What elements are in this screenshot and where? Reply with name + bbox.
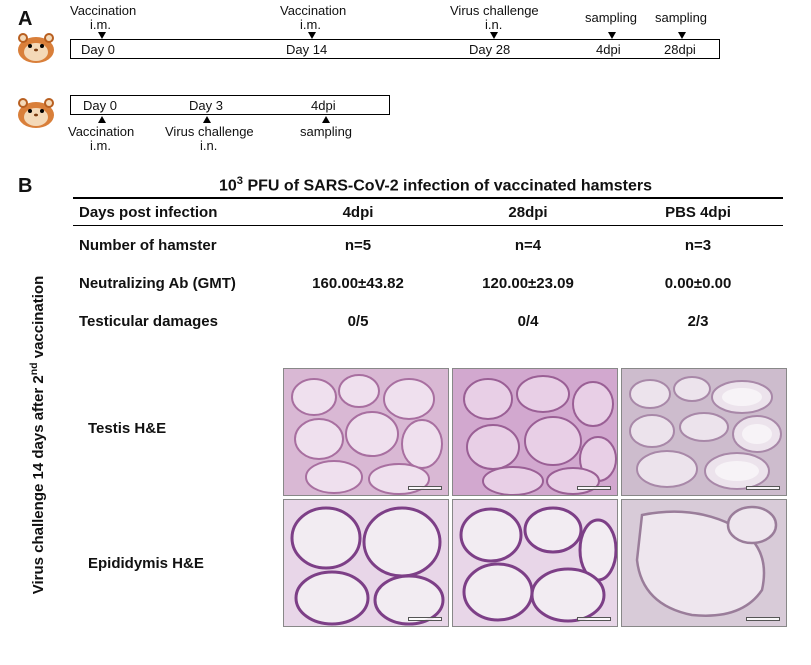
hamster-icon	[15, 93, 57, 129]
timeline-bar: Day 0 Day 14 Day 28 4dpi 28dpi	[70, 39, 720, 59]
histology-icon	[622, 369, 787, 496]
histology-grid	[283, 368, 787, 627]
row2-c3: 2/3	[613, 313, 783, 330]
arrow-up-icon	[322, 116, 330, 123]
vlabel-sup: nd	[28, 362, 40, 375]
arrow-up-icon	[98, 116, 106, 123]
scalebar-icon	[746, 617, 780, 621]
hdr-col3: PBS 4dpi	[613, 204, 783, 221]
row2-c1: 0/5	[273, 313, 443, 330]
tl1-day3: 4dpi	[596, 42, 621, 57]
row1-c2: 120.00±23.09	[443, 275, 613, 292]
arrow-down-icon	[678, 32, 686, 39]
hdr-col2: 28dpi	[443, 204, 613, 221]
tl2-ev2-b1: sampling	[300, 125, 352, 139]
hdr-col0: Days post infection	[73, 204, 273, 221]
panel-b: 103 PFU of SARS-CoV-2 infection of vacci…	[18, 175, 793, 340]
scalebar-icon	[408, 486, 442, 490]
arrow-down-icon	[608, 32, 616, 39]
row1-c1: 160.00±43.82	[273, 275, 443, 292]
table-row: Neutralizing Ab (GMT) 160.00±43.82 120.0…	[73, 264, 783, 302]
row2-label: Testicular damages	[73, 313, 273, 330]
tl1-day4: 28dpi	[664, 42, 696, 57]
hamster-icon	[15, 28, 57, 64]
tl2-ev0-b2: i.m.	[90, 139, 111, 153]
scalebar-icon	[577, 486, 611, 490]
tl1-ev0-l2: i.m.	[90, 18, 111, 32]
hdr-col1: 4dpi	[273, 204, 443, 221]
panel-b-title: 103 PFU of SARS-CoV-2 infection of vacci…	[78, 175, 793, 195]
histology-icon	[284, 500, 449, 627]
histology-testis-4dpi	[283, 368, 449, 496]
title-rest: PFU of SARS-CoV-2 infection of vaccinate…	[243, 177, 652, 194]
scalebar-icon	[577, 617, 611, 621]
row0-c3: n=3	[613, 237, 783, 254]
vlabel-prefix: Virus challenge 14 days after 2	[30, 375, 47, 594]
tl2-day0: Day 0	[83, 98, 117, 113]
arrow-down-icon	[490, 32, 498, 39]
table: Days post infection 4dpi 28dpi PBS 4dpi …	[73, 197, 783, 340]
row0-c2: n=4	[443, 237, 613, 254]
imgrow2-label: Epididymis H&E	[88, 555, 204, 572]
row0-c1: n=5	[273, 237, 443, 254]
tl1-ev1-l2: i.m.	[300, 18, 321, 32]
histology-icon	[453, 369, 618, 496]
title-prefix: 10	[219, 177, 237, 194]
vertical-label: Virus challenge 14 days after 2nd vaccin…	[28, 240, 47, 630]
histology-testis-28dpi	[452, 368, 618, 496]
histology-epid-pbs	[621, 499, 787, 627]
histology-icon	[284, 369, 449, 496]
tl1-day2: Day 28	[469, 42, 510, 57]
histology-testis-pbs	[621, 368, 787, 496]
histology-icon	[622, 500, 787, 627]
imgrow1-label: Testis H&E	[88, 420, 166, 437]
tl2-ev1-b2: i.n.	[200, 139, 217, 153]
tl2-day1: Day 3	[189, 98, 223, 113]
tl1-day0: Day 0	[81, 42, 115, 57]
arrow-up-icon	[203, 116, 211, 123]
row0-label: Number of hamster	[73, 237, 273, 254]
arrow-down-icon	[98, 32, 106, 39]
tl1-ev4-l1: sampling	[655, 11, 707, 25]
arrow-down-icon	[308, 32, 316, 39]
table-row: Number of hamster n=5 n=4 n=3	[73, 226, 783, 264]
histology-epid-28dpi	[452, 499, 618, 627]
scalebar-icon	[408, 617, 442, 621]
histology-icon	[453, 500, 618, 627]
timeline-bar: Day 0 Day 3 4dpi	[70, 95, 390, 115]
tl1-ev3-l1: sampling	[585, 11, 637, 25]
vlabel-rest: vaccination	[30, 276, 47, 363]
row1-label: Neutralizing Ab (GMT)	[73, 275, 273, 292]
tl1-ev2-l2: i.n.	[485, 18, 502, 32]
histology-epid-4dpi	[283, 499, 449, 627]
tl1-day1: Day 14	[286, 42, 327, 57]
row1-c3: 0.00±0.00	[613, 275, 783, 292]
scalebar-icon	[746, 486, 780, 490]
table-header-row: Days post infection 4dpi 28dpi PBS 4dpi	[73, 199, 783, 225]
table-row: Testicular damages 0/5 0/4 2/3	[73, 302, 783, 340]
row2-c2: 0/4	[443, 313, 613, 330]
tl2-day2: 4dpi	[311, 98, 336, 113]
